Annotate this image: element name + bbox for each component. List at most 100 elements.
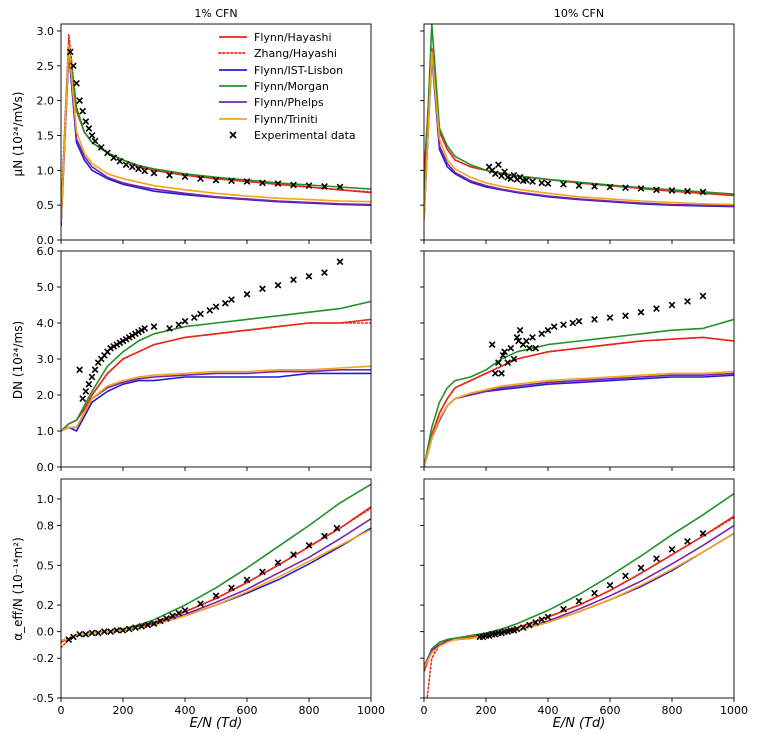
x-tick-label: 0: [58, 704, 65, 717]
y-tick-label: 0.0: [37, 626, 55, 639]
y-tick-label: 0.2: [37, 599, 55, 612]
experimental-point: [538, 179, 546, 187]
experimental-point: [116, 339, 124, 347]
panel-mu-0: 0.0 0.5 1.0 1.5 2.0 2.5 3.0: [37, 23, 372, 247]
experimental-point: [228, 296, 235, 303]
series-line-flynn-triniti: [424, 370, 734, 467]
experimental-point: [119, 337, 127, 345]
y-tick-label: 1.0: [37, 493, 55, 506]
experimental-point: [243, 576, 251, 584]
series-line-flynn-hayashi: [424, 47, 734, 197]
experimental-point: [228, 177, 235, 185]
experimental-point: [135, 328, 142, 336]
experimental-point: [684, 538, 691, 545]
experimental-point: [259, 179, 266, 187]
experimental-point: [321, 532, 328, 540]
series-line-flynn-morgan: [424, 318, 734, 467]
legend-label-flynn-phelps: Flynn/Phelps: [254, 96, 324, 109]
experimental-point: [166, 325, 173, 332]
experimental-point: [653, 305, 660, 312]
experimental-point: [305, 272, 313, 280]
experimental-point: [544, 613, 552, 621]
series-line-flynn-phelps: [424, 524, 734, 668]
experimental-point: [181, 317, 189, 325]
experimental-point: [128, 332, 136, 339]
experimental-point: [76, 366, 83, 374]
experimental-point: [637, 564, 645, 572]
series-line-flynn-ist-lisbon: [424, 374, 734, 467]
experimental-point: [228, 584, 235, 592]
y-tick-label: 1.0: [37, 164, 55, 177]
y-tick-label: 1.5: [37, 129, 55, 142]
series-line-flynn-triniti: [61, 44, 371, 223]
legend-label-flynn-hayashi: Flynn/Hayashi: [254, 31, 332, 44]
experimental-point: [107, 344, 114, 352]
experimental-point: [526, 621, 533, 629]
y-tick-label: 3.0: [37, 353, 55, 366]
y-tick-label: -0.5: [33, 692, 54, 705]
experimental-point: [110, 154, 118, 162]
y-tick-label: 0.0: [37, 461, 55, 474]
experimental-point: [128, 163, 136, 171]
experimental-point: [544, 326, 552, 334]
experimental-point: [88, 629, 96, 637]
experimental-point: [91, 137, 99, 145]
experimental-point: [501, 348, 508, 356]
experimental-point: [166, 171, 173, 179]
experimental-point: [499, 352, 507, 359]
experimental-point: [622, 184, 629, 192]
y-tick-label: 2.0: [37, 95, 55, 108]
experimental-point: [336, 258, 344, 266]
experimental-point: [116, 157, 124, 165]
experimental-point: [516, 326, 524, 334]
experimental-point: [88, 373, 96, 381]
experimental-point: [119, 626, 127, 634]
panel-dn-1: [420, 250, 735, 471]
experimental-point: [122, 161, 130, 169]
column-title-1pct: 1% CFN: [194, 7, 237, 20]
experimental-point: [70, 633, 77, 641]
panel-dn-0: 0.0 1.0 2.0 3.0 4.0 5.0 6.0: [37, 245, 372, 474]
experimental-point: [569, 319, 577, 327]
y-tick-label: 5.0: [37, 281, 55, 294]
legend-label-flynn-morgan: Flynn/Morgan: [254, 80, 329, 93]
experimental-point: [243, 178, 251, 185]
panel-frame: [60, 23, 372, 241]
experimental-point: [336, 183, 344, 191]
xlabel-left: E/N (Td): [190, 716, 243, 731]
experimental-point: [141, 167, 149, 175]
experimental-point: [79, 395, 87, 402]
experimental-point: [321, 182, 328, 190]
experimental-point: [132, 624, 139, 632]
panel-frame: [423, 250, 735, 468]
experimental-point: [144, 621, 152, 629]
series-line-flynn-phelps: [424, 51, 734, 220]
experimental-point: [132, 330, 139, 338]
experimental-point: [138, 326, 145, 334]
experimental-point: [197, 600, 204, 608]
experimental-point: [668, 187, 676, 194]
x-tick-label: 200: [476, 704, 497, 717]
experimental-point: [532, 344, 539, 352]
experimental-point: [504, 359, 512, 366]
series-line-flynn-hayashi: [61, 318, 371, 432]
experimental-point: [529, 334, 536, 341]
experimental-point: [150, 323, 158, 330]
experimental-point: [150, 620, 158, 628]
experimental-point: [197, 175, 204, 183]
experimental-point: [94, 629, 102, 637]
experimental-point: [156, 617, 164, 625]
experimental-point: [85, 380, 93, 388]
experimental-point: [135, 165, 142, 173]
experimental-point: [591, 182, 598, 190]
experimental-point: [491, 170, 499, 178]
experimental-point: [85, 125, 93, 132]
experimental-point: [82, 388, 90, 395]
ylabel-alpha: α_eff/N (10⁻¹⁴m²): [11, 537, 25, 640]
experimental-point: [491, 370, 499, 377]
experimental-point: [181, 173, 189, 180]
experimental-point: [212, 303, 220, 311]
experimental-point: [637, 185, 645, 192]
experimental-point: [575, 317, 583, 325]
